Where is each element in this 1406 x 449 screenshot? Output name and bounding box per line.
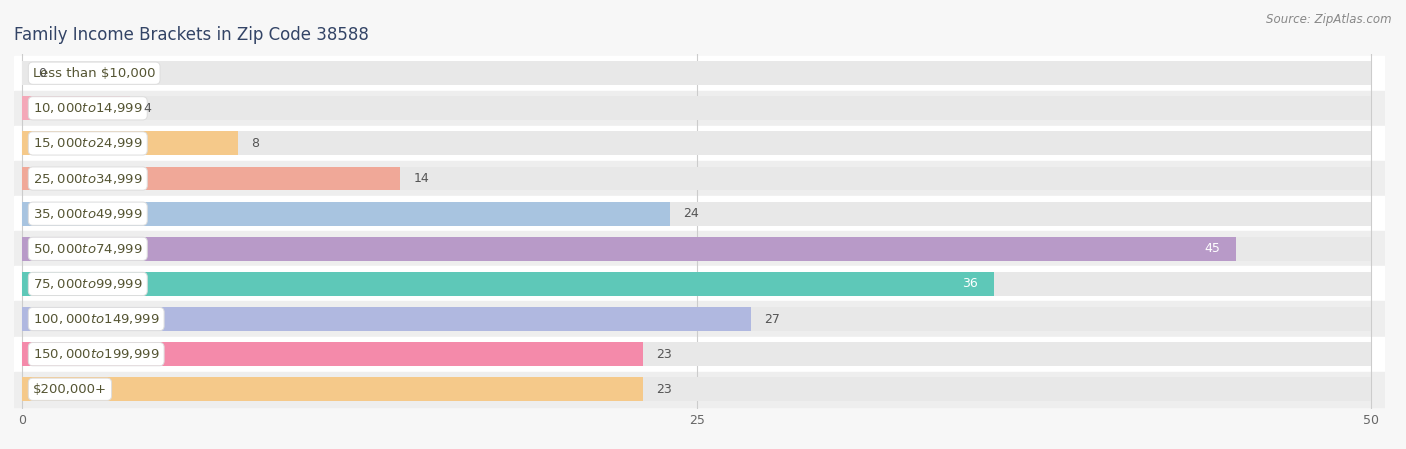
Bar [22, 342, 1371, 366]
Bar [22, 132, 238, 155]
Text: 45: 45 [1205, 242, 1220, 255]
Bar [14, 56, 1385, 91]
Text: $200,000+: $200,000+ [32, 383, 107, 396]
Text: 23: 23 [657, 348, 672, 361]
Bar [22, 202, 1371, 225]
Text: $75,000 to $99,999: $75,000 to $99,999 [32, 277, 142, 291]
Text: 14: 14 [413, 172, 429, 185]
Bar [14, 337, 1385, 372]
Text: 23: 23 [657, 383, 672, 396]
Bar [22, 132, 1371, 155]
Bar [14, 126, 1385, 161]
Bar [22, 61, 1371, 85]
Bar [22, 307, 1371, 331]
Text: $10,000 to $14,999: $10,000 to $14,999 [32, 101, 142, 115]
Bar [14, 91, 1385, 126]
Text: $35,000 to $49,999: $35,000 to $49,999 [32, 207, 142, 220]
Text: $150,000 to $199,999: $150,000 to $199,999 [32, 347, 159, 361]
Bar [22, 272, 994, 296]
Bar [22, 97, 1371, 120]
Text: $100,000 to $149,999: $100,000 to $149,999 [32, 312, 159, 326]
Text: 4: 4 [143, 102, 152, 115]
Bar [22, 202, 669, 225]
Bar [14, 231, 1385, 266]
Bar [14, 266, 1385, 301]
Text: $50,000 to $74,999: $50,000 to $74,999 [32, 242, 142, 256]
Bar [14, 301, 1385, 337]
Text: $25,000 to $34,999: $25,000 to $34,999 [32, 172, 142, 185]
Bar [14, 196, 1385, 231]
Text: 36: 36 [962, 277, 977, 291]
Text: Source: ZipAtlas.com: Source: ZipAtlas.com [1267, 13, 1392, 26]
Text: Family Income Brackets in Zip Code 38588: Family Income Brackets in Zip Code 38588 [14, 26, 368, 44]
Bar [22, 167, 1371, 190]
Text: $15,000 to $24,999: $15,000 to $24,999 [32, 136, 142, 150]
Bar [22, 272, 1371, 296]
Bar [22, 377, 643, 401]
Bar [22, 237, 1236, 261]
Bar [14, 372, 1385, 407]
Bar [22, 167, 399, 190]
Bar [14, 161, 1385, 196]
Text: 8: 8 [252, 137, 260, 150]
Bar [22, 307, 751, 331]
Bar [22, 342, 643, 366]
Text: 24: 24 [683, 207, 699, 220]
Text: 27: 27 [765, 313, 780, 326]
Bar [22, 97, 131, 120]
Text: 0: 0 [38, 67, 46, 79]
Text: Less than $10,000: Less than $10,000 [32, 67, 156, 79]
Bar [22, 237, 1371, 261]
Bar [22, 377, 1371, 401]
